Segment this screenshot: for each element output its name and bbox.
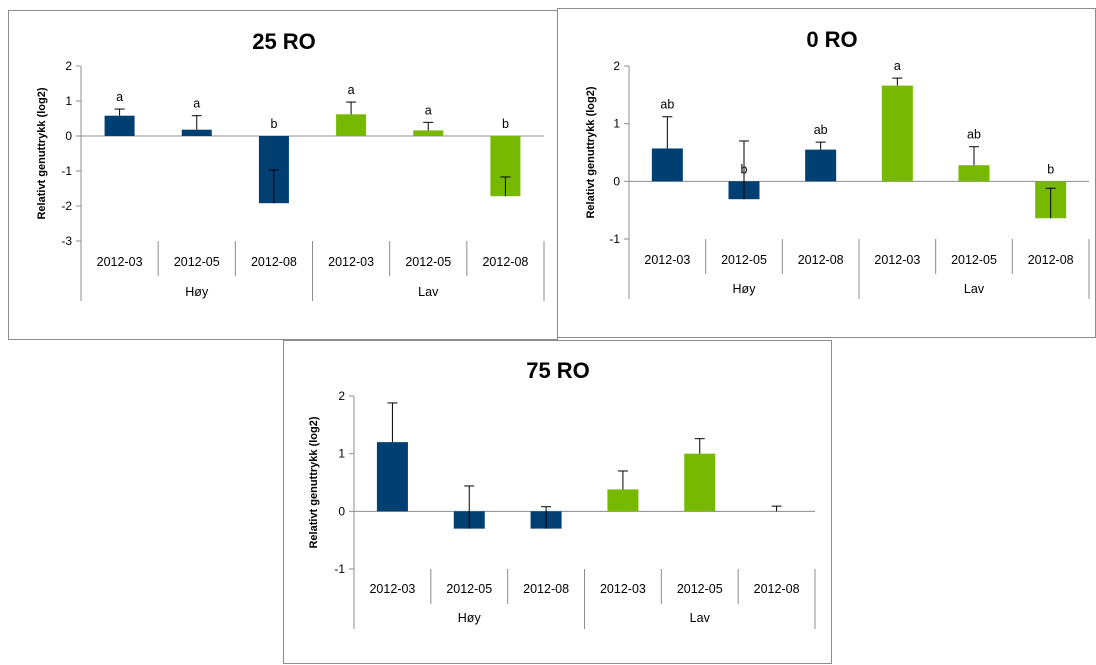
chart-title: 75 RO xyxy=(526,358,590,383)
category-label: 2012-03 xyxy=(874,253,920,267)
category-label: 2012-08 xyxy=(798,253,844,267)
y-tick-label: 0 xyxy=(338,504,345,518)
y-tick-label: -1 xyxy=(61,164,72,178)
y-tick-label: 1 xyxy=(338,447,345,461)
bar xyxy=(413,130,443,136)
significance-letter: a xyxy=(116,90,123,104)
significance-letter: b xyxy=(270,117,277,131)
y-axis-label: Relativt genuttrykk (log2) xyxy=(308,416,320,548)
category-label: 2012-05 xyxy=(446,582,492,596)
bar xyxy=(105,116,135,136)
category-label: 2012-03 xyxy=(369,582,415,596)
significance-letter: b xyxy=(1047,162,1054,176)
y-tick-label: 0 xyxy=(613,174,620,188)
group-label: Lav xyxy=(418,285,439,299)
y-tick-label: -1 xyxy=(334,562,345,576)
significance-letter: a xyxy=(894,59,901,73)
category-label: 2012-05 xyxy=(405,255,451,269)
y-tick-label: 1 xyxy=(65,94,72,108)
group-label: Høy xyxy=(458,611,482,625)
category-label: 2012-08 xyxy=(251,255,297,269)
chart-title: 0 RO xyxy=(806,27,857,52)
significance-letter: ab xyxy=(967,128,981,142)
category-label: 2012-03 xyxy=(328,255,374,269)
bar xyxy=(607,489,638,511)
significance-letter: a xyxy=(425,103,432,117)
category-label: 2012-03 xyxy=(97,255,143,269)
bar xyxy=(805,150,836,182)
bar xyxy=(182,130,212,136)
category-label: 2012-05 xyxy=(721,253,767,267)
category-label: 2012-08 xyxy=(523,582,569,596)
chart-panel-25-ro: 25 RO Relativt genuttrykk (log2) 2 1 0 -1 -2 -3… xyxy=(8,10,558,340)
bar xyxy=(336,114,366,136)
significance-letter: a xyxy=(348,83,355,97)
y-tick-label: 2 xyxy=(338,389,345,403)
significance-letter: ab xyxy=(660,98,674,112)
chart-title: 25 RO xyxy=(252,29,316,54)
significance-letter: a xyxy=(193,97,200,111)
chart-svg: 75 RO Relativt genuttrykk (log2) 2 1 0 -1 2012… xyxy=(284,341,833,665)
category-label: 2012-08 xyxy=(754,582,800,596)
y-tick-label: -1 xyxy=(609,232,620,246)
category-label: 2012-03 xyxy=(644,253,690,267)
significance-letter: b xyxy=(741,162,748,176)
significance-letter: b xyxy=(502,117,509,131)
category-label: 2012-05 xyxy=(951,253,997,267)
y-tick-label: 2 xyxy=(65,59,72,73)
y-axis-label: Relativt genuttrykk (log2) xyxy=(36,87,48,219)
y-tick-label: 0 xyxy=(65,129,72,143)
y-tick-label: -3 xyxy=(61,234,72,248)
y-tick-label: 1 xyxy=(613,117,620,131)
group-label: Høy xyxy=(733,282,757,296)
category-label: 2012-05 xyxy=(174,255,220,269)
bar xyxy=(684,454,715,512)
bar xyxy=(377,442,408,511)
category-label: 2012-05 xyxy=(677,582,723,596)
category-label: 2012-08 xyxy=(1028,253,1074,267)
significance-letter: ab xyxy=(814,123,828,137)
chart-panel-75-ro: 75 RO Relativt genuttrykk (log2) 2 1 0 -1 2012… xyxy=(283,340,832,664)
chart-svg: 25 RO Relativt genuttrykk (log2) 2 1 0 -1 -2 -3… xyxy=(9,11,559,341)
y-axis-label: Relativt genuttrykk (log2) xyxy=(585,86,597,218)
category-label: 2012-03 xyxy=(600,582,646,596)
group-label: Lav xyxy=(964,282,985,296)
bar xyxy=(882,86,913,182)
group-label: Høy xyxy=(185,285,209,299)
category-label: 2012-08 xyxy=(482,255,528,269)
bar xyxy=(959,165,990,181)
group-label: Lav xyxy=(690,611,711,625)
y-tick-label: 2 xyxy=(613,59,620,73)
bar xyxy=(652,148,683,181)
y-tick-label: -2 xyxy=(61,199,72,213)
